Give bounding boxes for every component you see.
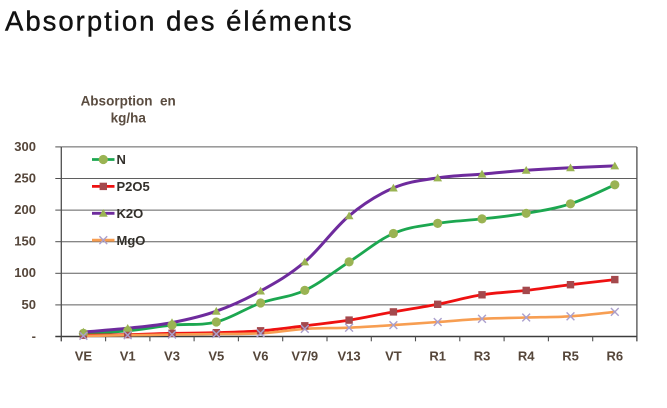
svg-text:150: 150 [14, 234, 36, 249]
svg-text:VE: VE [75, 349, 93, 364]
svg-text:300: 300 [14, 139, 36, 154]
svg-text:K2O: K2O [117, 206, 144, 221]
svg-text:R5: R5 [562, 349, 579, 364]
svg-text:V13: V13 [338, 349, 361, 364]
svg-text:VT: VT [385, 349, 402, 364]
svg-text:Absorption des éléments: Absorption des éléments [5, 6, 354, 37]
svg-text:R1: R1 [429, 349, 446, 364]
svg-text:R6: R6 [606, 349, 623, 364]
svg-text:50: 50 [22, 297, 36, 312]
svg-text:kg/ha: kg/ha [111, 111, 147, 126]
svg-text:250: 250 [14, 170, 36, 185]
svg-text:V7/9: V7/9 [291, 349, 318, 364]
svg-text:V3: V3 [164, 349, 180, 364]
svg-text:V1: V1 [120, 349, 136, 364]
svg-text:MgO: MgO [117, 233, 146, 248]
svg-text:V5: V5 [208, 349, 224, 364]
svg-text:200: 200 [14, 202, 36, 217]
svg-text:-: - [32, 328, 36, 343]
svg-text:V6: V6 [253, 349, 269, 364]
svg-text:P2O5: P2O5 [117, 179, 150, 194]
svg-text:R4: R4 [518, 349, 535, 364]
svg-text:R3: R3 [474, 349, 491, 364]
svg-text:100: 100 [14, 265, 36, 280]
svg-text:Absorption en: Absorption en [81, 94, 176, 109]
svg-text:N: N [117, 152, 126, 167]
